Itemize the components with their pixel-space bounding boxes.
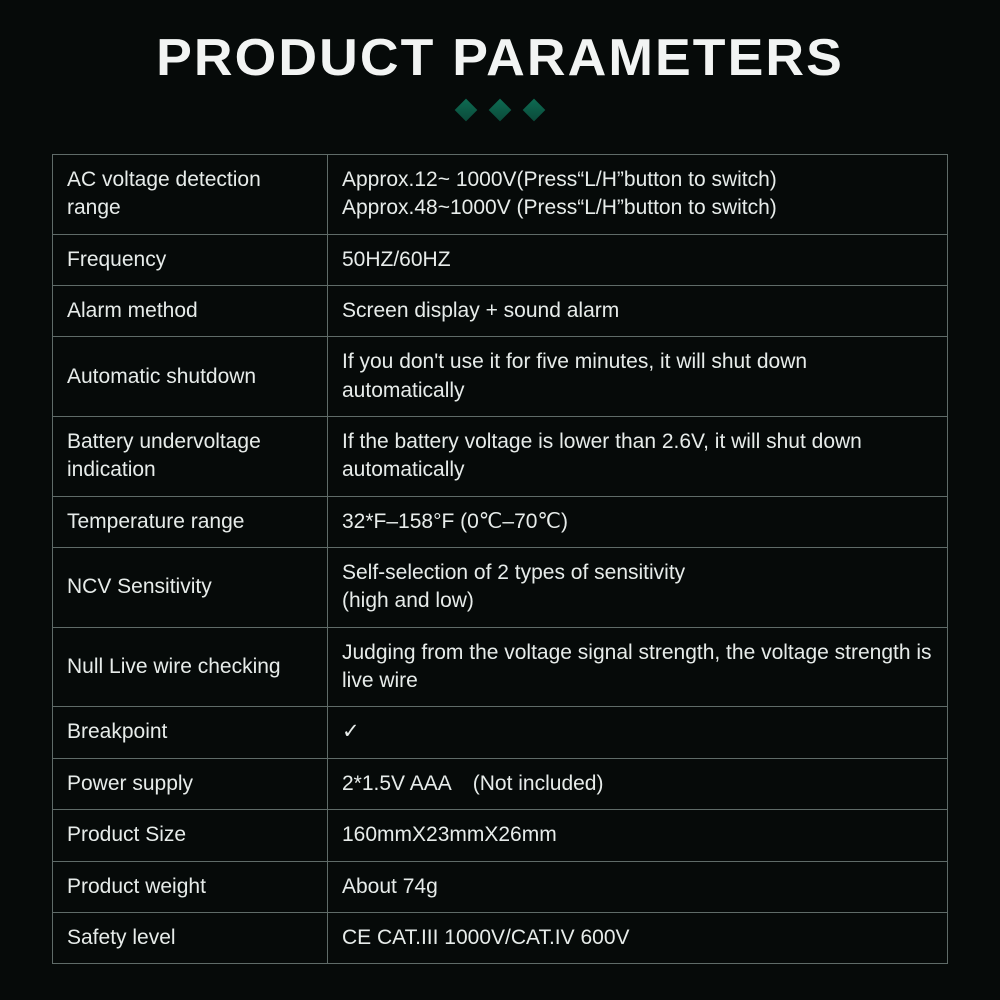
param-label: AC voltage detection range (53, 155, 328, 235)
param-value: 2*1.5V AAA (Not included) (328, 758, 948, 809)
table-row: Battery undervoltage indicationIf the ba… (53, 417, 948, 497)
diamond-icon (489, 99, 512, 122)
page-title: PRODUCT PARAMETERS (39, 28, 962, 88)
title-divider (52, 102, 948, 118)
param-label: Product weight (53, 861, 328, 912)
table-row: Product Size160mmX23mmX26mm (53, 810, 948, 861)
table-row: Temperature range32*F–158°F (0℃–70℃) (53, 496, 948, 547)
table-row: Frequency50HZ/60HZ (53, 234, 948, 285)
param-label: Alarm method (53, 286, 328, 337)
param-value: About 74g (328, 861, 948, 912)
param-value: CE CAT.III 1000V/CAT.IV 600V (328, 912, 948, 963)
table-row: NCV SensitivitySelf-selection of 2 types… (53, 548, 948, 628)
param-label: Frequency (53, 234, 328, 285)
page-root: PRODUCT PARAMETERS AC voltage detection … (0, 0, 1000, 1000)
param-label: Temperature range (53, 496, 328, 547)
table-row: Power supply2*1.5V AAA (Not included) (53, 758, 948, 809)
table-row: AC voltage detection rangeApprox.12~ 100… (53, 155, 948, 235)
param-value: If you don't use it for five minutes, it… (328, 337, 948, 417)
diamond-icon (523, 99, 546, 122)
table-row: Alarm methodScreen display + sound alarm (53, 286, 948, 337)
param-label: Automatic shutdown (53, 337, 328, 417)
table-row: Product weightAbout 74g (53, 861, 948, 912)
param-value: 160mmX23mmX26mm (328, 810, 948, 861)
parameters-table: AC voltage detection rangeApprox.12~ 100… (52, 154, 948, 964)
param-label: Breakpoint (53, 707, 328, 758)
param-label: Safety level (53, 912, 328, 963)
param-value: If the battery voltage is lower than 2.6… (328, 417, 948, 497)
param-value: Approx.12~ 1000V(Press“L/H”button to swi… (328, 155, 948, 235)
param-value: Self-selection of 2 types of sensitivity… (328, 548, 948, 628)
param-value: ✓ (328, 707, 948, 758)
param-label: Battery undervoltage indication (53, 417, 328, 497)
table-row: Automatic shutdownIf you don't use it fo… (53, 337, 948, 417)
param-label: Product Size (53, 810, 328, 861)
param-value: Screen display + sound alarm (328, 286, 948, 337)
table-row: Safety levelCE CAT.III 1000V/CAT.IV 600V (53, 912, 948, 963)
param-label: Null Live wire checking (53, 627, 328, 707)
param-value: 32*F–158°F (0℃–70℃) (328, 496, 948, 547)
diamond-icon (455, 99, 478, 122)
parameters-tbody: AC voltage detection rangeApprox.12~ 100… (53, 155, 948, 964)
param-value: Judging from the voltage signal strength… (328, 627, 948, 707)
param-value: 50HZ/60HZ (328, 234, 948, 285)
table-row: Null Live wire checkingJudging from the … (53, 627, 948, 707)
param-label: NCV Sensitivity (53, 548, 328, 628)
param-label: Power supply (53, 758, 328, 809)
table-row: Breakpoint✓ (53, 707, 948, 758)
